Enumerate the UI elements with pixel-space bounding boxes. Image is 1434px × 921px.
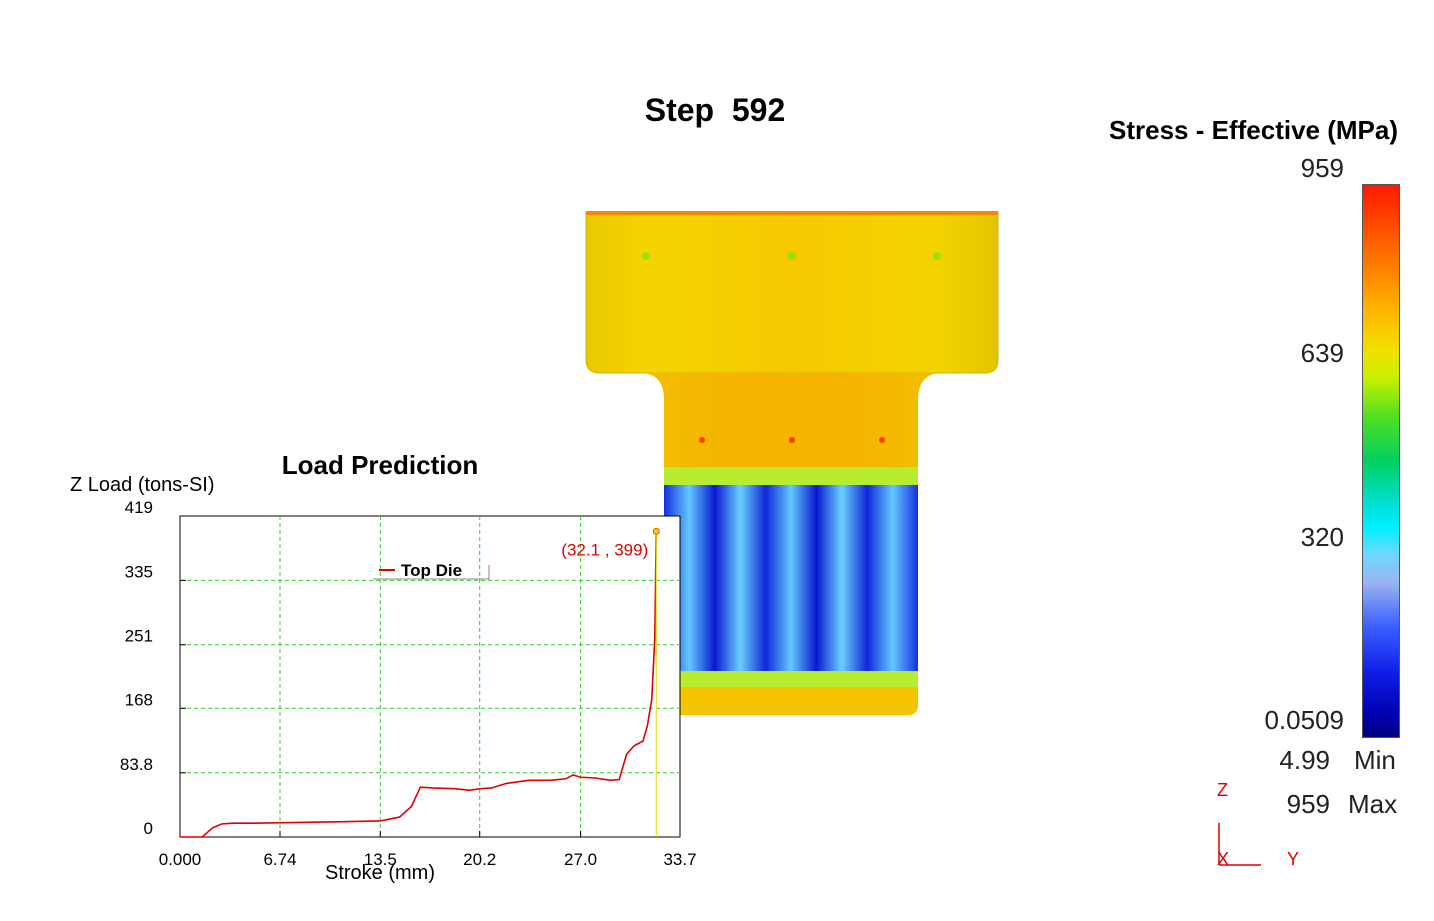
min-value: 4.99 xyxy=(1279,745,1330,775)
axis-triad-icon: Z X Y xyxy=(1217,780,1299,869)
band-transition-bottom xyxy=(664,671,918,687)
step-title: Step 592 xyxy=(644,92,786,128)
axis-z-label: Z xyxy=(1217,780,1228,800)
x-tick-label: 6.74 xyxy=(263,850,296,865)
neck-hotspot xyxy=(789,437,795,443)
x-tick-label: 0.000 xyxy=(159,850,202,865)
plot-frame xyxy=(179,515,681,838)
legend-tick-min: 0.0509 xyxy=(1264,705,1344,735)
series-line-top-die xyxy=(180,531,658,838)
legend-tick: 639 xyxy=(1300,338,1344,368)
part-neck xyxy=(640,373,942,473)
y-tick-label: 419 xyxy=(125,498,153,517)
band-transition-top xyxy=(664,467,918,485)
chart-y-axis-label: Z Load (tons-SI) xyxy=(70,474,215,496)
legend-box-edge xyxy=(373,565,490,580)
axis-y-label: Y xyxy=(1287,849,1299,869)
legend-tick-max: 959 xyxy=(1300,153,1344,183)
chart-x-axis-label: Stroke (mm) xyxy=(325,862,435,884)
flange-hotspot xyxy=(788,252,796,260)
x-tick-label: 27.0 xyxy=(564,850,597,865)
plot-area: 0.000 6.74 13.5 20.2 27.0 33.7 0 83.8 168 251 335 4… xyxy=(120,498,697,865)
min-label: Min xyxy=(1354,745,1396,775)
x-tick-label: 33.7 xyxy=(663,850,696,865)
part-flange xyxy=(585,212,999,374)
current-point-label: (32.1 , 399) xyxy=(561,540,648,559)
max-value: 959 xyxy=(1286,789,1330,819)
y-tick-label: 83.8 xyxy=(120,755,153,774)
axis-x-label: X xyxy=(1217,849,1229,869)
chart-title: Load Prediction xyxy=(281,450,479,480)
legend-tick: 320 xyxy=(1300,522,1344,552)
y-tick-label: 168 xyxy=(125,690,153,709)
y-tick-label: 0 xyxy=(144,819,153,838)
flange-hotspot xyxy=(642,252,650,260)
part-visualization xyxy=(585,211,999,715)
y-tick-label: 335 xyxy=(125,562,153,581)
x-tick-label: 13.5 xyxy=(364,850,397,865)
max-label: Max xyxy=(1348,789,1398,819)
x-tick-label: 20.2 xyxy=(463,850,496,865)
y-tick-label: 251 xyxy=(125,627,153,646)
load-chart: 0.000 6.74 13.5 20.2 27.0 33.7 0 83.8 168 251 335 4… xyxy=(120,498,697,865)
legend-title: Stress - Effective (MPa) xyxy=(1109,115,1398,145)
current-point-marker xyxy=(652,527,660,535)
part-bottom xyxy=(664,687,918,715)
flange-hotspot xyxy=(933,252,941,260)
neck-hotspot xyxy=(879,437,885,443)
neck-hotspot xyxy=(699,437,705,443)
stress-colorbar xyxy=(1362,184,1400,738)
legend-entry-top-die: Top Die xyxy=(401,561,462,580)
part-stress-band xyxy=(664,485,918,671)
